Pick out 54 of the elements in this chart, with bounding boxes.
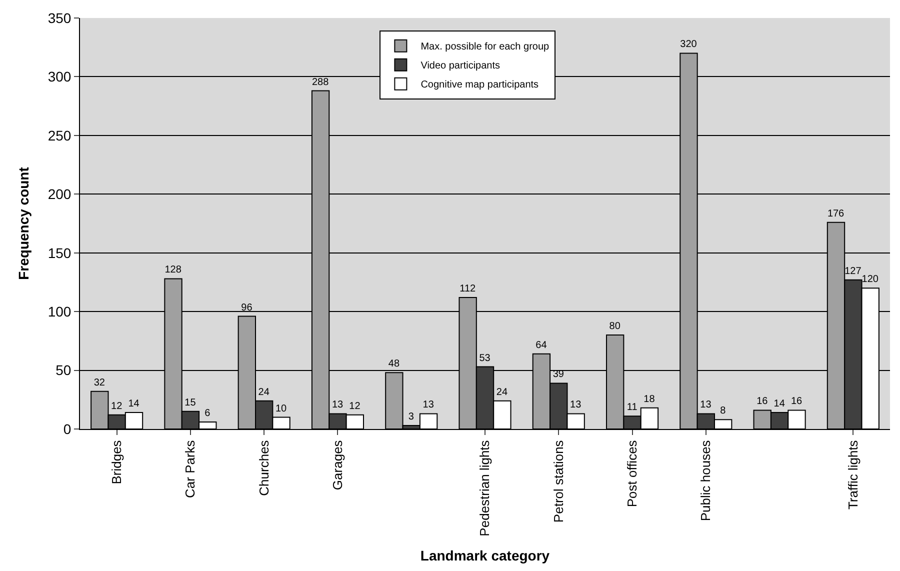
x-tick-label: Churches bbox=[256, 440, 272, 496]
y-tick-label: 0 bbox=[63, 420, 72, 437]
data-label: 15 bbox=[184, 397, 196, 408]
y-axis-title: Frequency count bbox=[15, 166, 32, 280]
data-label: 16 bbox=[756, 396, 768, 408]
data-label: 48 bbox=[388, 358, 400, 370]
data-label: 128 bbox=[164, 264, 182, 276]
y-tick-label: 50 bbox=[56, 362, 72, 378]
legend-label: Video participants bbox=[420, 60, 500, 72]
x-tick-label: Pedestrian lights bbox=[477, 440, 492, 536]
data-label: 13 bbox=[332, 400, 344, 411]
x-tick-label: Traffic lights bbox=[845, 440, 860, 510]
x-tick-label: Post offices bbox=[624, 440, 640, 508]
data-label: 24 bbox=[496, 386, 508, 398]
data-label: 11 bbox=[626, 402, 638, 414]
data-label: 53 bbox=[479, 352, 491, 364]
data-label: 112 bbox=[460, 283, 476, 294]
data-label: 32 bbox=[94, 377, 106, 388]
data-label: 96 bbox=[241, 302, 253, 314]
data-label: 13 bbox=[570, 400, 582, 411]
x-tick-label: Petrol stations bbox=[550, 440, 566, 523]
legend-label: Cognitive map participants bbox=[420, 80, 539, 91]
data-label: 13 bbox=[422, 400, 434, 411]
data-label: 127 bbox=[844, 266, 862, 277]
x-tick-label: Garages bbox=[330, 440, 345, 490]
data-label: 10 bbox=[275, 403, 288, 414]
y-tick-label: 150 bbox=[48, 244, 72, 261]
data-label: 13 bbox=[700, 400, 712, 411]
data-label: 14 bbox=[128, 398, 140, 410]
legend-label: Max. possible for each group bbox=[420, 42, 550, 53]
data-label: 64 bbox=[536, 340, 548, 351]
y-tick-label: 300 bbox=[48, 68, 72, 85]
data-label: 6 bbox=[204, 408, 211, 419]
data-label: 12 bbox=[349, 400, 361, 412]
x-axis-title: Landmark category bbox=[420, 548, 550, 564]
data-label: 12 bbox=[111, 400, 123, 412]
data-label: 14 bbox=[774, 398, 786, 410]
data-label: 24 bbox=[258, 386, 270, 398]
x-tick-label: Bridges bbox=[109, 440, 124, 484]
y-tick-label: 350 bbox=[48, 10, 72, 26]
y-tick-label: 100 bbox=[48, 303, 72, 320]
data-label: 18 bbox=[644, 394, 656, 405]
data-label: 320 bbox=[680, 39, 698, 50]
data-label: 80 bbox=[609, 321, 621, 332]
x-tick-label: Car Parks bbox=[182, 440, 198, 498]
x-tick-label: Public houses bbox=[698, 440, 714, 522]
data-label: 288 bbox=[312, 76, 330, 88]
data-label: 176 bbox=[827, 208, 845, 220]
y-tick-label: 200 bbox=[48, 186, 72, 202]
data-label: 3 bbox=[408, 411, 414, 422]
data-label: 120 bbox=[862, 274, 879, 286]
y-tick-label: 250 bbox=[48, 127, 72, 144]
data-label: 8 bbox=[720, 406, 726, 417]
data-label: 16 bbox=[790, 396, 803, 408]
